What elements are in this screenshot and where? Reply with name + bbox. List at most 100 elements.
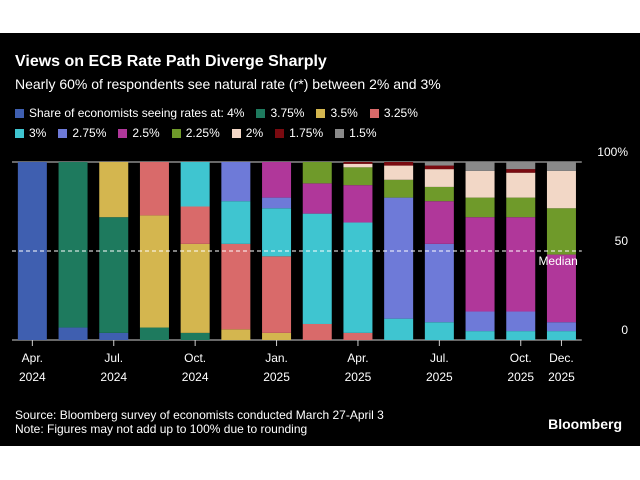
- bar-segment: [99, 217, 129, 333]
- chart-subtitle: Nearly 60% of respondents see natural ra…: [15, 76, 441, 92]
- bar-segment: [262, 208, 292, 257]
- legend-label: 2.5%: [132, 126, 160, 140]
- x-tick-label: 2025: [263, 370, 290, 384]
- bar-segment: [221, 243, 251, 330]
- bar-segment: [180, 243, 210, 333]
- y-tick-label: 100%: [597, 145, 628, 159]
- bar-segment: [424, 165, 454, 170]
- bar-segment: [180, 206, 210, 244]
- bar-segment: [506, 311, 536, 332]
- legend-item: 2%: [231, 126, 264, 140]
- x-tick-label: Jul.: [104, 351, 123, 365]
- x-tick-label: Dec.: [549, 351, 574, 365]
- x-tick-label: Oct.: [510, 351, 532, 365]
- legend-item: 2.75%: [58, 126, 106, 140]
- bar-segment: [99, 332, 129, 340]
- bar-segment: [302, 213, 332, 324]
- bar-segment: [384, 179, 414, 198]
- x-tick-label: Jul.: [430, 351, 449, 365]
- bar-segment: [506, 162, 536, 170]
- x-tick-label: Apr.: [22, 351, 43, 365]
- bar-segment: [384, 162, 414, 166]
- legend-swatch: [171, 128, 181, 138]
- bar-segment: [384, 165, 414, 180]
- legend-swatch: [118, 128, 128, 138]
- bar-segment: [506, 197, 536, 218]
- legend-item: Share of economists seeing rates at: 4%: [15, 106, 244, 120]
- bar-segment: [58, 327, 88, 340]
- bar-segment: [180, 332, 210, 340]
- bar-segment: [180, 162, 210, 207]
- bar-segment: [424, 322, 454, 340]
- legend-item: 2.5%: [118, 126, 160, 140]
- bar-segment: [465, 162, 495, 171]
- bar-segment: [343, 163, 373, 168]
- x-tick-label: 2024: [19, 370, 46, 384]
- x-tick-label: Apr.: [347, 351, 368, 365]
- legend-item: 1.75%: [275, 126, 323, 140]
- stacked-bar-chart: Median 0 50 100% Apr. 2024 Jul. 2024 Oct. 2024 Jan…: [12, 145, 628, 384]
- legend-label: 1.75%: [289, 126, 324, 140]
- bar-segment: [546, 254, 576, 323]
- bar-segment: [343, 332, 373, 340]
- legend-label: 1.5%: [349, 126, 377, 140]
- x-tick-label: Jan.: [265, 351, 288, 365]
- x-tick-label: 2025: [426, 370, 453, 384]
- bar-segment: [99, 162, 129, 218]
- bar-segment: [424, 243, 454, 323]
- bar-segment: [506, 331, 536, 340]
- bar-segment: [546, 208, 576, 255]
- x-tick-label: 2025: [507, 370, 534, 384]
- bar-segment: [302, 183, 332, 214]
- bar-segment: [546, 331, 576, 340]
- legend-label: 3%: [29, 126, 47, 140]
- bar-segment: [546, 162, 576, 171]
- brand-logo: Bloomberg: [548, 416, 622, 432]
- bar-segment: [343, 162, 373, 164]
- bar-segment: [424, 186, 454, 202]
- legend-swatch: [256, 108, 266, 118]
- bar-segment: [343, 185, 373, 223]
- legend-item: 3.75%: [256, 106, 304, 120]
- legend-label: 2.75%: [72, 126, 107, 140]
- x-tick-label: 2025: [345, 370, 372, 384]
- bar-segment: [506, 217, 536, 312]
- bar-segment: [221, 329, 251, 340]
- bar-segment: [58, 162, 88, 328]
- bar-segment: [302, 323, 332, 340]
- source-text: Source: Bloomberg survey of economists c…: [15, 408, 384, 422]
- chart-title: Views on ECB Rate Path Diverge Sharply: [15, 53, 327, 70]
- legend-swatch: [15, 128, 24, 138]
- bar-segment: [546, 322, 576, 332]
- legend-item: 3.5%: [316, 106, 358, 120]
- legend-swatch: [316, 108, 326, 118]
- x-tick-label: 2024: [182, 370, 209, 384]
- legend-label: 2.25%: [185, 126, 220, 140]
- bar-segment: [465, 331, 495, 340]
- bar-segment: [302, 162, 332, 184]
- bar-segment: [384, 197, 414, 319]
- bar-segment: [262, 256, 292, 333]
- y-tick-label: 0: [621, 323, 628, 337]
- bar-segment: [465, 197, 495, 218]
- x-tick-label: 2025: [548, 370, 575, 384]
- bar-segment: [139, 327, 169, 340]
- legend: Share of economists seeing rates at: 4% 3…: [15, 106, 455, 140]
- legend-label: 3.25%: [383, 106, 418, 120]
- bar-segment: [506, 172, 536, 198]
- legend-label: 2%: [245, 126, 264, 140]
- bar-segment: [343, 222, 373, 333]
- legend-swatch: [58, 128, 68, 138]
- bar-segment: [262, 332, 292, 340]
- legend-swatch: [15, 108, 24, 118]
- x-tick-label: Oct.: [184, 351, 206, 365]
- bar-segment: [424, 201, 454, 244]
- x-tick-label: 2024: [100, 370, 127, 384]
- legend-label: 3.5%: [330, 106, 358, 120]
- bar-segment: [221, 162, 251, 202]
- legend-swatch: [369, 108, 379, 118]
- source-note: Source: Bloomberg survey of economists c…: [15, 408, 384, 436]
- bar-segment: [465, 311, 495, 332]
- legend-item: 2.25%: [171, 126, 220, 140]
- legend-swatch: [231, 128, 241, 138]
